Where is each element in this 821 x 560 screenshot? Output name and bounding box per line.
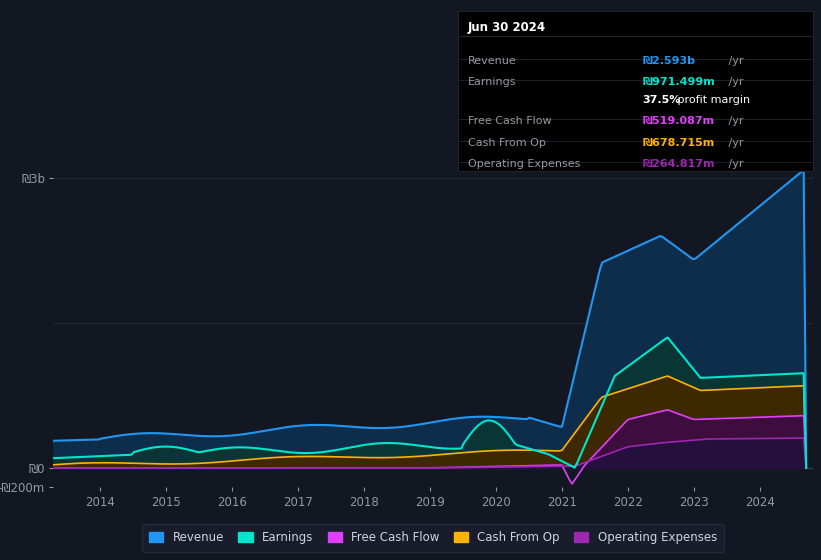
Text: /yr: /yr xyxy=(725,138,743,148)
Text: Earnings: Earnings xyxy=(468,77,516,87)
Text: Cash From Op: Cash From Op xyxy=(468,138,546,148)
Text: ₪971.499m: ₪971.499m xyxy=(643,77,715,87)
Text: 37.5%: 37.5% xyxy=(643,95,681,105)
Text: Jun 30 2024: Jun 30 2024 xyxy=(468,21,546,34)
Text: Revenue: Revenue xyxy=(468,56,516,66)
Text: ₪264.817m: ₪264.817m xyxy=(643,159,715,169)
Text: /yr: /yr xyxy=(725,77,743,87)
Text: /yr: /yr xyxy=(725,116,743,127)
Text: /yr: /yr xyxy=(725,56,743,66)
Text: ₪2.593b: ₪2.593b xyxy=(643,56,695,66)
Text: ₪678.715m: ₪678.715m xyxy=(643,138,715,148)
Text: Free Cash Flow: Free Cash Flow xyxy=(468,116,552,127)
Text: profit margin: profit margin xyxy=(674,95,750,105)
Text: /yr: /yr xyxy=(725,159,743,169)
Text: Operating Expenses: Operating Expenses xyxy=(468,159,580,169)
Legend: Revenue, Earnings, Free Cash Flow, Cash From Op, Operating Expenses: Revenue, Earnings, Free Cash Flow, Cash … xyxy=(142,524,724,552)
Text: ₪519.087m: ₪519.087m xyxy=(643,116,714,127)
